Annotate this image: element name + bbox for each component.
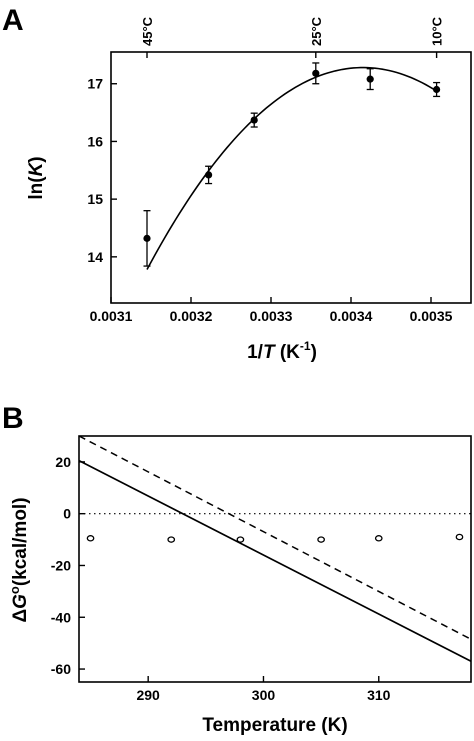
panel-a-top-tick-label: 10°C <box>430 16 445 46</box>
panel-a-top-tick-label: 45°C <box>140 16 155 46</box>
panel-b-x-tick-label: 300 <box>252 687 276 703</box>
panel-b-dashed-line <box>78 435 472 640</box>
panel-b-open-circle-point <box>167 536 176 543</box>
panel-a-ylabel-post: ) <box>26 156 47 162</box>
panel-b-y-axis-title: ΔGo(kcal/mol) <box>7 497 31 622</box>
panel-b-y-tick-label: -20 <box>51 557 71 573</box>
panel-b-frame <box>78 435 472 683</box>
panel-a-data-point <box>312 69 320 77</box>
panel-a-ylabel-pre: ln( <box>26 176 47 200</box>
panel-a-x-tick-label: 0.0035 <box>410 308 453 324</box>
panel-a-x-tick-label: 0.0031 <box>90 308 133 324</box>
panel-b-ylabel-var: G <box>10 594 31 609</box>
panel-a-y-axis-title: ln(K) <box>26 156 47 199</box>
panel-b-x-ticks: 290 300 310 <box>136 676 391 703</box>
panel-a-xlabel-exp: -1 <box>300 339 311 353</box>
panel-b-ylabel-sup: o <box>7 586 22 594</box>
panel-a-data-point <box>366 75 374 83</box>
panel-b-open-circle-point <box>317 536 325 543</box>
panel-b-y-tick-label: 20 <box>55 454 71 470</box>
panel-b-plot-area <box>78 435 472 663</box>
panel-a-y-tick-label: 14 <box>87 249 103 265</box>
panel-a-x-axis-title: 1/T (K-1) <box>247 339 317 363</box>
panel-b-x-tick-label: 290 <box>136 687 160 703</box>
panel-a-frame <box>110 51 472 304</box>
panel-b-open-circle-point <box>236 536 245 543</box>
panel-a-ylabel-var: K <box>26 161 47 176</box>
panel-b-ylabel-delta: Δ <box>10 609 31 623</box>
panel-a-xlabel-var: T <box>263 342 276 363</box>
panel-a-data-point <box>250 116 258 124</box>
panel-a-y-ticks: 14 15 16 17 <box>87 76 117 265</box>
panel-b-open-circle-point <box>374 535 383 542</box>
panel-b-letter: B <box>2 402 24 435</box>
panel-b-y-tick-label: -60 <box>51 661 71 677</box>
panel-a-xlabel-unit: (K <box>275 342 301 363</box>
panel-a-x-tick-label: 0.0033 <box>250 308 293 324</box>
panel-b-solid-line <box>78 459 472 663</box>
panel-a-y-tick-label: 17 <box>87 76 103 92</box>
panel-a-x-ticks: 0.0031 0.0032 0.0033 0.0034 0.0035 <box>90 297 453 324</box>
panel-a-plot-area <box>143 62 441 270</box>
panel-a-data-point <box>143 234 151 242</box>
panel-a-xlabel-close: ) <box>311 342 317 363</box>
panel-b-x-tick-label: 310 <box>367 687 391 703</box>
panel-b-open-circle-point <box>455 533 464 541</box>
panel-a-fit-curve <box>146 66 438 270</box>
panel-a-data-point <box>205 171 213 179</box>
panel-a-x-tick-label: 0.0032 <box>170 308 213 324</box>
panel-a-data-point <box>433 85 441 94</box>
panel-a-top-ticks: 45°C 25°C 10°C <box>140 16 445 58</box>
panel-b-open-circle-point <box>86 535 95 542</box>
panel-a-x-tick-label: 0.0034 <box>330 308 373 324</box>
panel-a-y-tick-label: 16 <box>87 133 103 149</box>
panel-b-ylabel-unit: (kcal/mol) <box>10 497 31 586</box>
panel-b-y-tick-label: 0 <box>63 506 71 522</box>
panel-b-y-ticks: 20 0 -20 -40 -60 <box>51 454 85 677</box>
panel-a-y-tick-label: 15 <box>87 191 103 207</box>
panel-b-y-tick-label: -40 <box>51 609 71 625</box>
panel-a-xlabel-pre: 1/ <box>247 342 264 363</box>
panel-a-letter: A <box>2 4 24 37</box>
panel-a-top-tick-label: 25°C <box>309 16 324 46</box>
panel-b-x-axis-title: Temperature (K) <box>202 715 347 736</box>
